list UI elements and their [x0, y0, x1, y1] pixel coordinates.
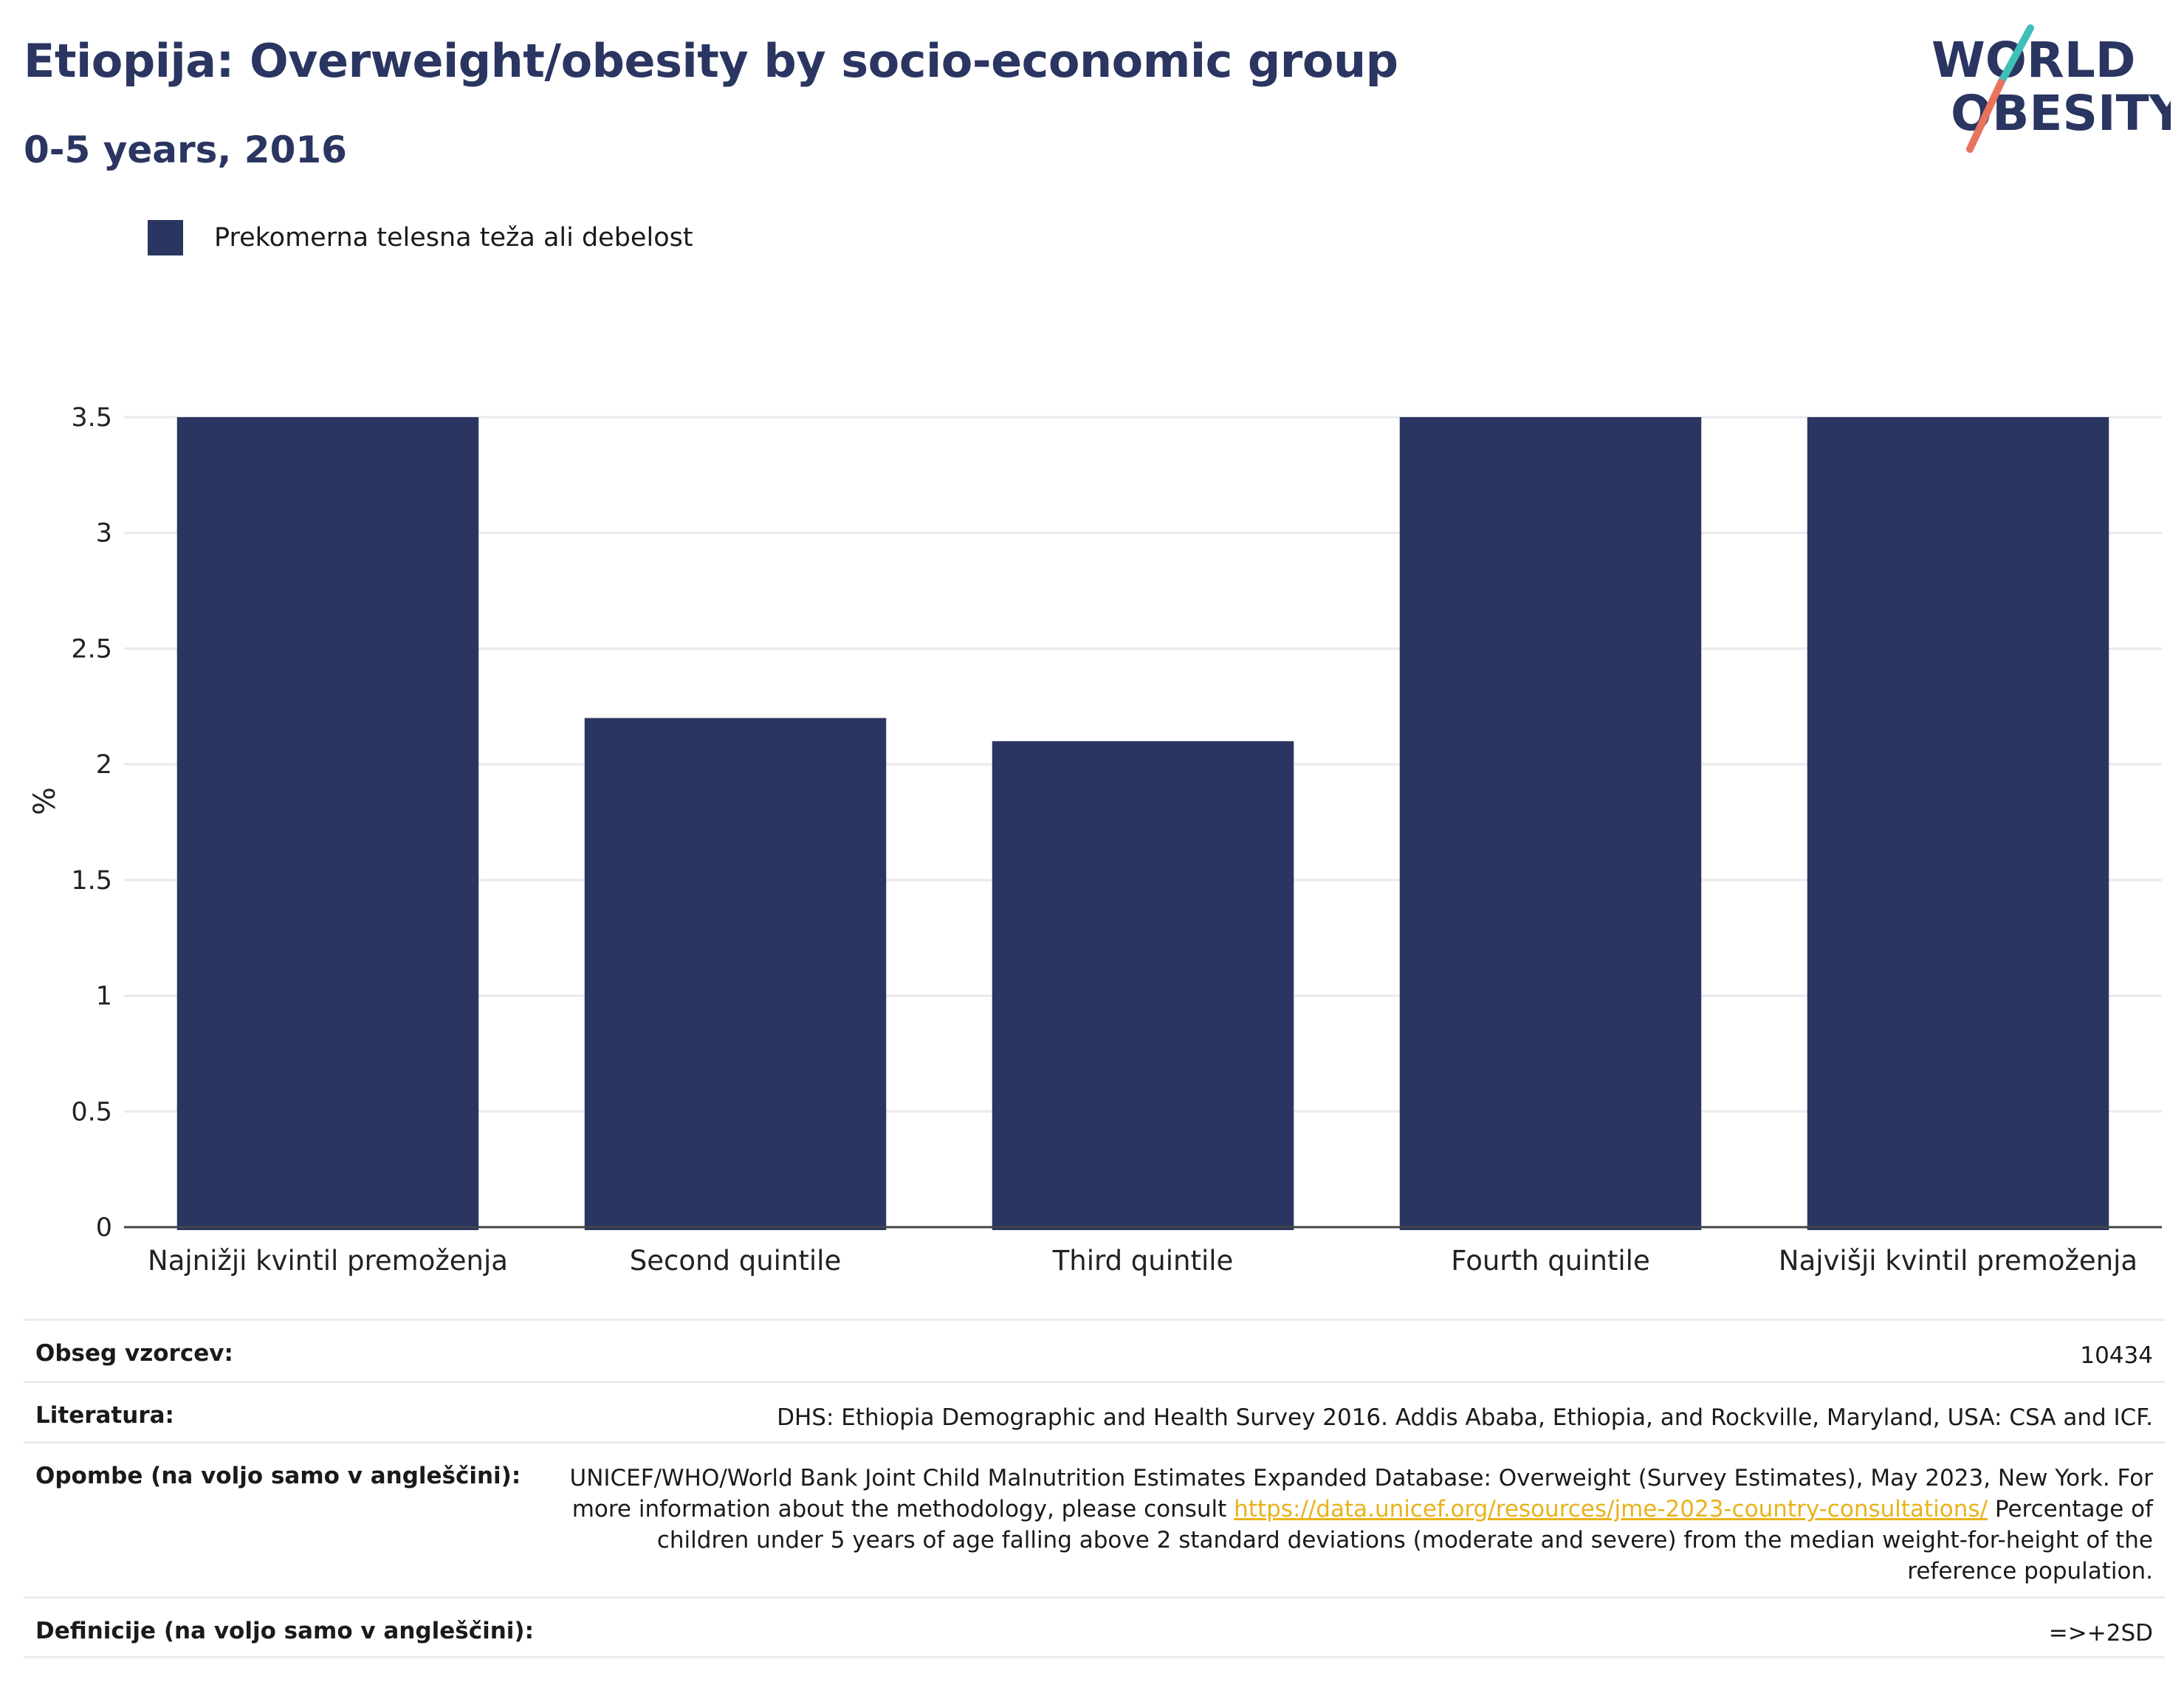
literature-label: Literatura:: [35, 1402, 174, 1429]
literature-value: DHS: Ethiopia Demographic and Health Sur…: [777, 1404, 2153, 1431]
definitions-value: =>+2SD: [2048, 1620, 2153, 1647]
bar[interactable]: [176, 417, 479, 1230]
y-tick-label: 3.5: [71, 403, 112, 433]
y-tick-label: 3: [96, 519, 112, 549]
y-tick-label: 2.5: [71, 634, 112, 664]
y-tick-label: 0: [96, 1213, 112, 1243]
logo-slash-teal: [1997, 24, 2034, 86]
x-tick-label: Second quintile: [630, 1245, 841, 1277]
x-tick-label: Third quintile: [1052, 1245, 1234, 1277]
bar[interactable]: [992, 741, 1294, 1230]
sample-size-row: Obseg vzorcev: 10434: [24, 1319, 2165, 1381]
world-obesity-logo: WORLD OBESITY: [1931, 24, 2171, 153]
notes-row: Opombe (na voljo samo v angleščini): UNI…: [24, 1441, 2165, 1596]
bars-layer: [176, 417, 2109, 1230]
y-tick-label: 1.5: [71, 866, 112, 896]
notes-label: Opombe (na voljo samo v angleščini):: [35, 1463, 521, 1489]
y-tick-label: 2: [96, 750, 112, 780]
y-tick-label: 0.5: [71, 1097, 112, 1127]
sample-size-value: 10434: [2080, 1342, 2153, 1369]
literature-row: Literatura: DHS: Ethiopia Demographic an…: [24, 1381, 2165, 1441]
y-tick-label: 1: [96, 982, 112, 1012]
x-tick-label: Najvišji kvintil premoženja: [1779, 1245, 2137, 1277]
sample-size-label: Obseg vzorcev:: [35, 1340, 233, 1367]
chart-subtitle: 0-5 years, 2016: [24, 128, 347, 171]
bar[interactable]: [584, 718, 887, 1230]
logo-slash-coral: [1966, 79, 2005, 153]
bar[interactable]: [1399, 417, 1702, 1230]
chart-title: Etiopija: Overweight/obesity by socio-ec…: [24, 34, 1398, 88]
x-tick-label: Najnižji kvintil premoženja: [148, 1245, 508, 1277]
info-table: Obseg vzorcev: 10434 Literatura: DHS: Et…: [24, 1319, 2165, 1658]
notes-text-1: UNICEF/WHO/World Bank Joint Child Malnut…: [569, 1465, 2154, 1522]
definitions-label: Definicije (na voljo samo v angleščini):: [35, 1618, 534, 1644]
logo-line-1: WORLD: [1931, 32, 2136, 89]
legend-label: Prekomerna telesna teža ali debelost: [214, 223, 693, 253]
notes-text-2: Percentage of children under 5 years of …: [656, 1496, 2153, 1585]
notes-value: UNICEF/WHO/World Bank Joint Child Malnut…: [567, 1463, 2154, 1596]
definitions-row: Definicije (na voljo samo v angleščini):…: [24, 1596, 2165, 1658]
axis-layer: 0 0.5 1 1.5 2 2.5 3 3.5 Najnižji kvintil premože…: [28, 403, 2162, 1277]
bar[interactable]: [1807, 417, 2109, 1230]
legend-swatch: [148, 220, 183, 255]
y-axis-title: %: [28, 787, 62, 815]
legend: Prekomerna telesna teža ali debelost: [148, 220, 693, 255]
x-tick-label: Fourth quintile: [1451, 1245, 1649, 1277]
notes-link[interactable]: https://data.unicef.org/resources/jme-20…: [1234, 1496, 1988, 1522]
bar-chart: 0 0.5 1 1.5 2 2.5 3 3.5 Najnižji kvintil premože…: [28, 403, 2162, 1277]
